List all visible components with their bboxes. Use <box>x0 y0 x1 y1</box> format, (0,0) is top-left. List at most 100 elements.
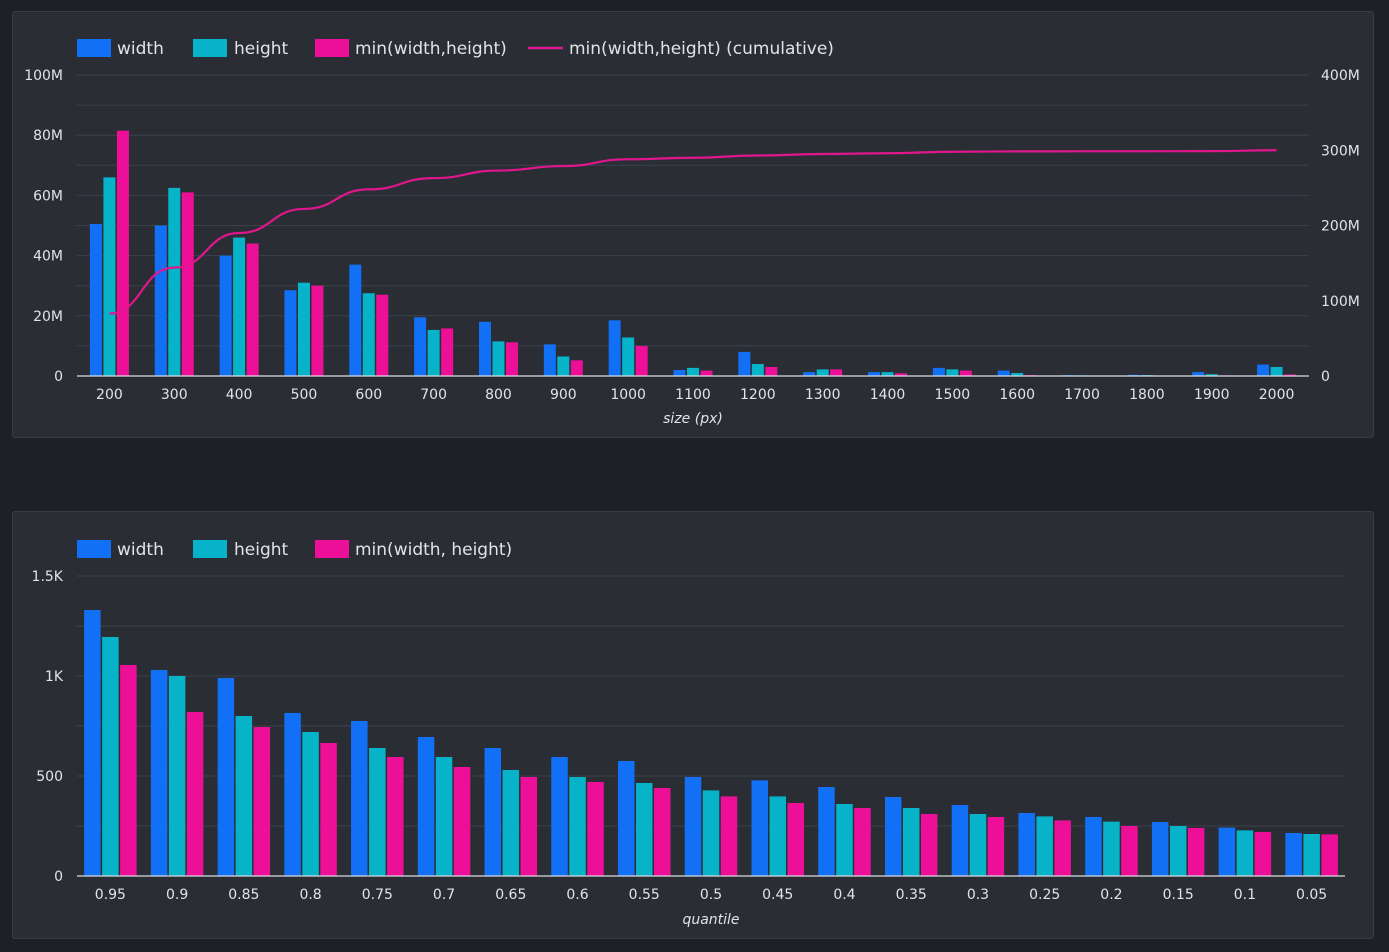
bar-min-width-height- <box>921 814 938 876</box>
legend-label-height[interactable]: height <box>234 540 289 560</box>
bar-min-width-height- <box>454 767 471 876</box>
y2-tick-label: 200M <box>1321 219 1360 235</box>
x-tick-label: 0.9 <box>166 887 188 903</box>
bar-height <box>903 808 920 876</box>
legend-swatch-width[interactable] <box>77 39 111 57</box>
bar-width <box>351 721 368 876</box>
bar-height <box>369 748 386 876</box>
bar-min-width-height- <box>830 369 842 376</box>
bar-height <box>1036 816 1053 876</box>
bar-height <box>1170 826 1187 876</box>
bar-width <box>1219 828 1236 876</box>
x-tick-label: 0.45 <box>762 887 793 903</box>
legend-label-min[interactable]: min(width,height) <box>355 39 507 59</box>
bar-min-width-height- <box>387 757 404 876</box>
x-tick-label: 0.05 <box>1296 887 1327 903</box>
bar-min-width-height- <box>117 131 129 376</box>
legend-label-height[interactable]: height <box>234 39 289 59</box>
x-tick-label: 0.15 <box>1163 887 1194 903</box>
y-tick-label: 80M <box>33 128 63 144</box>
y2-tick-label: 0 <box>1321 369 1330 385</box>
bar-min-width-height- <box>187 712 204 876</box>
bar-width <box>998 371 1010 376</box>
bar-width <box>1285 833 1302 876</box>
bar-width <box>220 256 232 376</box>
x-tick-label: 0.55 <box>629 887 660 903</box>
x-tick-label: 1900 <box>1194 387 1230 403</box>
legend-label-cumulative[interactable]: min(width,height) (cumulative) <box>569 39 834 59</box>
bar-width <box>738 352 750 376</box>
bars <box>90 131 1296 376</box>
bar-height <box>233 238 245 376</box>
bar-width <box>685 777 702 876</box>
bar-width <box>952 805 969 876</box>
x-tick-label: 1300 <box>805 387 841 403</box>
bar-min-width-height- <box>654 788 671 876</box>
x-axis-title: size (px) <box>663 411 723 427</box>
grid-lines <box>77 75 1309 346</box>
legend-swatch-min[interactable] <box>315 540 349 558</box>
legend: width height min(width,height) min(width… <box>77 39 834 59</box>
x-tick-label: 0.8 <box>299 887 321 903</box>
bar-width <box>155 226 167 377</box>
x-tick-label: 0.85 <box>228 887 259 903</box>
bar-width <box>218 678 235 876</box>
x-tick-label: 1000 <box>610 387 646 403</box>
bar-width <box>90 224 102 376</box>
x-tick-label: 2000 <box>1259 387 1295 403</box>
legend-swatch-min[interactable] <box>315 39 349 57</box>
bar-width <box>1257 365 1269 376</box>
x-tick-label: 0.1 <box>1234 887 1256 903</box>
bar-min-width-height- <box>1054 820 1071 876</box>
bar-height <box>363 293 375 376</box>
legend-swatch-width[interactable] <box>77 540 111 558</box>
legend-label-min[interactable]: min(width, height) <box>355 540 512 560</box>
bar-min-width-height- <box>441 328 453 376</box>
bar-height <box>622 337 634 376</box>
bar-min-width-height- <box>701 371 713 376</box>
y2-tick-label: 100M <box>1321 294 1360 310</box>
quantile-panel: width height min(width, height) 0 500 1K 1.… <box>12 511 1374 939</box>
bar-min-width-height- <box>721 796 738 876</box>
x-tick-label: 0.25 <box>1029 887 1060 903</box>
bar-height <box>946 369 958 376</box>
bar-width <box>1018 813 1035 876</box>
y-tick-label: 40M <box>33 249 63 265</box>
bars <box>84 610 1338 876</box>
bar-height <box>103 177 115 376</box>
y-tick-label: 500 <box>36 769 63 785</box>
x-tick-label: 400 <box>226 387 253 403</box>
bar-width <box>418 737 435 876</box>
bar-width <box>84 610 101 876</box>
bar-height <box>428 330 440 376</box>
size-histogram-chart: width height min(width,height) min(width… <box>13 12 1375 439</box>
legend-swatch-height[interactable] <box>193 39 227 57</box>
bar-min-width-height- <box>247 244 259 376</box>
y-tick-label: 100M <box>24 68 63 84</box>
x-tick-label: 0.65 <box>495 887 526 903</box>
x-tick-label: 0.35 <box>896 887 927 903</box>
bar-height <box>236 716 253 876</box>
bar-width <box>485 748 502 876</box>
bar-height <box>503 770 519 876</box>
bar-min-width-height- <box>988 817 1005 876</box>
bar-height <box>1271 367 1283 376</box>
bar-width <box>284 290 296 376</box>
x-tick-label: 0.5 <box>700 887 722 903</box>
bar-height <box>557 356 569 376</box>
bar-min-width-height- <box>787 803 804 876</box>
x-tick-label: 200 <box>96 387 123 403</box>
y-tick-label: 20M <box>33 309 63 325</box>
bar-min-width-height- <box>765 367 777 376</box>
bar-min-width-height- <box>506 342 518 376</box>
bar-width <box>284 713 301 876</box>
legend-label-width[interactable]: width <box>117 39 164 59</box>
y-axis-right: 0 100M 200M 300M 400M <box>1321 68 1360 385</box>
x-tick-label: 1200 <box>740 387 776 403</box>
size-histogram-panel: width height min(width,height) min(width… <box>12 11 1374 438</box>
legend-label-width[interactable]: width <box>117 540 164 560</box>
bar-min-width-height- <box>320 743 337 876</box>
bar-height <box>703 790 720 876</box>
x-tick-label: 600 <box>355 387 382 403</box>
legend-swatch-height[interactable] <box>193 540 227 558</box>
